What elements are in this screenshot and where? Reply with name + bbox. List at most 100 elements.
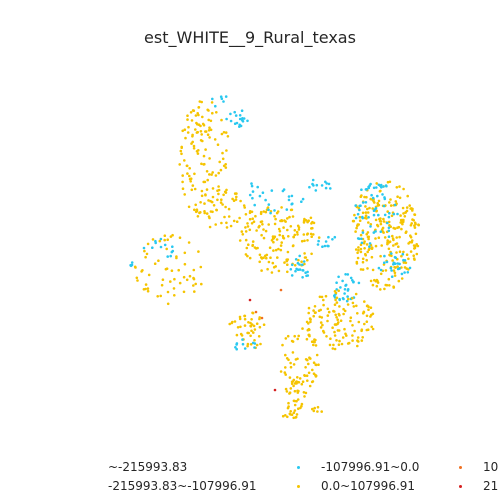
point-yellow	[194, 128, 197, 131]
point-yellow	[409, 207, 413, 210]
point-blue	[386, 221, 389, 225]
point-yellow	[336, 329, 340, 332]
point-yellow	[187, 125, 190, 129]
point-yellow	[252, 220, 256, 223]
point-yellow	[308, 384, 312, 388]
point-yellow	[307, 306, 311, 310]
point-blue	[361, 216, 365, 220]
point-blue	[400, 272, 404, 276]
point-yellow	[388, 224, 391, 227]
point-yellow	[407, 268, 410, 271]
point-yellow	[300, 402, 304, 406]
point-yellow	[310, 235, 314, 238]
point-yellow	[307, 311, 311, 315]
point-yellow	[351, 219, 355, 223]
point-yellow	[182, 275, 186, 279]
point-yellow	[200, 189, 204, 193]
point-blue	[390, 269, 393, 272]
point-yellow	[295, 413, 299, 416]
point-yellow	[411, 209, 414, 212]
point-yellow	[240, 230, 244, 233]
point-yellow	[146, 289, 150, 293]
point-yellow	[262, 256, 265, 260]
point-yellow	[333, 303, 337, 307]
point-yellow	[359, 195, 363, 198]
point-yellow	[286, 270, 289, 274]
point-yellow	[406, 194, 410, 198]
point-yellow	[361, 257, 365, 261]
point-yellow	[393, 274, 397, 277]
point-yellow	[382, 217, 385, 221]
point-yellow	[369, 306, 373, 310]
point-yellow	[379, 272, 383, 276]
point-yellow	[280, 206, 283, 209]
point-blue	[368, 242, 372, 245]
point-blue	[171, 249, 175, 253]
point-blue	[372, 213, 376, 217]
point-yellow	[248, 211, 252, 215]
point-yellow	[250, 329, 253, 333]
point-blue	[316, 243, 320, 246]
point-yellow	[358, 215, 362, 219]
point-yellow	[337, 321, 340, 324]
point-yellow	[157, 259, 160, 263]
point-blue	[372, 231, 376, 234]
point-yellow	[153, 262, 157, 266]
point-yellow	[338, 339, 341, 343]
point-blue	[389, 266, 393, 270]
point-yellow	[181, 187, 185, 190]
point-blue	[301, 269, 304, 272]
point-yellow	[199, 265, 203, 269]
point-blue	[306, 274, 310, 277]
point-yellow	[409, 250, 413, 253]
point-yellow	[303, 217, 306, 221]
point-yellow	[193, 172, 196, 176]
point-blue	[211, 97, 214, 101]
point-yellow	[408, 204, 412, 207]
point-yellow	[283, 371, 287, 374]
point-yellow	[264, 229, 268, 233]
point-yellow	[333, 330, 336, 334]
point-yellow	[402, 261, 406, 264]
point-yellow	[370, 247, 374, 250]
point-yellow	[243, 314, 247, 318]
point-yellow	[258, 224, 261, 228]
point-yellow	[383, 236, 387, 239]
point-yellow	[290, 382, 294, 386]
point-yellow	[310, 252, 313, 256]
point-yellow	[402, 220, 405, 224]
point-yellow	[367, 235, 371, 239]
point-yellow	[191, 133, 194, 137]
point-yellow	[311, 380, 315, 383]
point-blue	[361, 201, 365, 204]
point-yellow	[159, 294, 162, 298]
point-yellow	[165, 247, 168, 251]
point-blue	[339, 286, 342, 289]
point-yellow	[266, 267, 269, 271]
point-yellow	[312, 309, 315, 312]
point-yellow	[331, 347, 335, 350]
point-yellow	[379, 222, 383, 226]
point-yellow	[302, 233, 306, 236]
point-yellow	[367, 308, 370, 312]
point-yellow	[209, 119, 213, 123]
point-yellow	[221, 151, 224, 155]
point-yellow	[262, 228, 265, 231]
point-yellow	[277, 227, 281, 231]
point-yellow	[223, 215, 226, 219]
point-yellow	[365, 243, 369, 246]
point-yellow	[200, 194, 204, 198]
point-yellow	[260, 220, 264, 223]
point-yellow	[366, 231, 370, 234]
point-yellow	[400, 277, 404, 280]
point-yellow	[194, 282, 197, 286]
point-yellow	[235, 195, 238, 199]
point-yellow	[395, 186, 399, 189]
point-yellow	[216, 198, 219, 202]
point-blue	[385, 260, 389, 264]
point-yellow	[328, 343, 332, 347]
point-yellow	[186, 114, 189, 117]
point-yellow	[274, 265, 278, 268]
point-yellow	[370, 255, 374, 259]
